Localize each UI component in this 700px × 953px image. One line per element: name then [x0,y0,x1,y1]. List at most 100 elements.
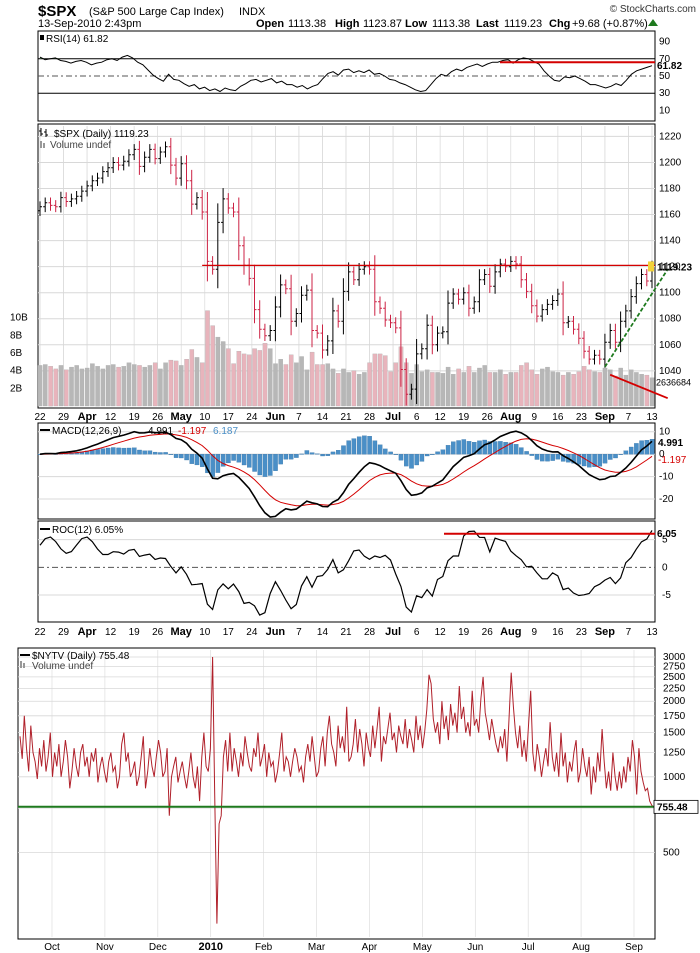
macd-histogram-bar [356,436,362,455]
macd-histogram-bar [351,438,357,455]
ohlc-bar [508,256,513,272]
chg-label: Chg [549,18,570,30]
label-layer: 103050709061.821040106010801100112011401… [10,37,699,953]
macd-histogram-bar [581,454,587,467]
ohlc-bar [446,290,450,345]
volume-bar [367,362,372,407]
volume-bar [545,366,550,407]
price-tick-label: 1220 [659,131,682,142]
volume-bar [90,363,95,407]
price-x-label: 12 [105,412,117,423]
ohlc-bar [592,349,597,365]
ohlc-bar [310,273,314,348]
macd-histogram-bar [608,454,613,460]
volume-bar [424,369,430,407]
volume-bar [132,364,137,407]
volume-bar [288,354,294,407]
volume-bar [461,372,467,407]
ohlc-bar [545,299,550,315]
roc-x-label: Sep [595,626,615,638]
macd-signal-last-label: -1.197 [658,455,687,466]
price-x-label: Jul [385,411,401,423]
volume-bar [445,366,451,407]
macd-histogram-bar [152,451,158,455]
macd-histogram-bar [231,454,236,461]
roc-x-label: May [171,626,193,638]
volume-last-label: 2636684 [656,378,691,388]
macd-histogram-bar [545,454,550,462]
volume-bar [566,372,571,407]
volume-bar [100,368,106,407]
volume-bar [53,368,59,407]
ohlc-bar [409,383,414,400]
volume-downtrend-line [609,373,669,400]
rsi-tick-label: 30 [659,88,671,99]
ohlc-bar [602,333,607,368]
macd-histogram-bar [346,440,351,455]
macd-histogram-bar [372,440,378,455]
ohlc-bar [278,274,283,318]
volume-bar [524,362,529,407]
macd-histogram-bar [519,447,524,455]
price-tick-label: 1200 [659,157,682,168]
macd-histogram-bar [163,452,168,455]
roc-tick-label: 0 [662,562,668,573]
ohlc-bar [85,180,90,197]
roc-x-label: 26 [482,627,494,638]
volume-bar [64,369,69,407]
ohlc-bar [200,190,205,220]
nytv-last-box [653,799,699,814]
ohlc-bar [320,324,325,359]
ohlc-bar [236,197,241,261]
macd-histogram-bar [142,450,147,455]
macd-histogram-bar [111,447,116,455]
volume-bar [320,364,325,407]
volume-bar [257,350,263,407]
roc-x-label: 29 [58,627,70,638]
volume-bar [377,353,383,407]
rsi-tick-label: 10 [659,105,671,116]
ohlc-bar [294,308,299,327]
volume-bar [111,364,116,407]
volume-bar [477,367,482,407]
volume-bar [74,365,79,407]
nytv-tick-label: 1750 [663,711,686,722]
macd-histogram-bar [383,448,388,455]
volume-bar [147,365,153,407]
rsi-tick-label: 70 [659,54,671,65]
macd-histogram-bar [325,454,331,456]
macd-histogram-bar [628,446,634,455]
ohlc-bar [404,358,409,406]
volume-bar [179,365,184,407]
price-x-label: 28 [364,412,376,423]
price-tick-label: 1040 [659,366,682,377]
macd-histogram-bar [262,454,268,477]
ohlc-bar [174,157,178,186]
volume-bar [105,365,111,407]
roc-x-label: Jul [385,626,401,638]
low-label: Low [405,18,427,30]
ohlc-bar [215,203,220,289]
ohlc-bar [346,262,351,301]
roc-line [39,530,653,616]
volume-bar [173,360,179,407]
macd-histogram-bar [299,453,304,455]
price-x-label: 12 [435,412,447,423]
volume-bar [163,362,168,407]
macd-histogram-bar [508,442,514,455]
volume-bar [84,367,90,407]
macd-histogram-bar [173,454,179,458]
ohlc-bar [639,268,644,290]
volume-bar [623,374,629,407]
ohlc-bar [226,193,231,214]
volume-bar [168,359,174,407]
ohlc-bar [179,156,184,186]
macd-histogram-bar [503,442,508,455]
volume-bar [456,368,461,407]
nytv-tick-label: 1000 [663,772,686,783]
nytv-legend-icon [20,654,30,656]
price-tick-label: 1160 [659,210,681,221]
roc-x-label: 21 [340,627,352,638]
ohlc-bar [95,172,100,186]
macd-last-label: 4.991 [658,438,683,449]
